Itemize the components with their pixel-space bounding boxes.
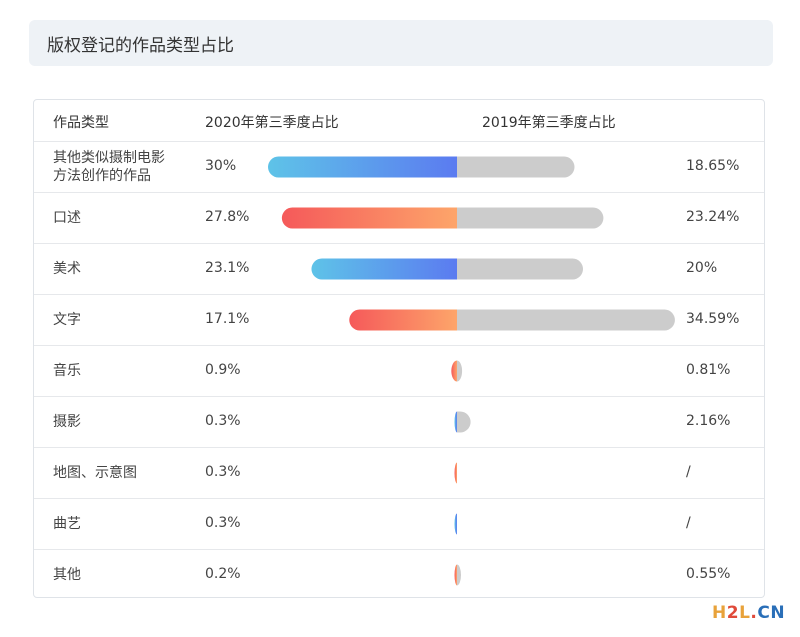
row-type-line1: 曲艺 (53, 516, 81, 532)
row-type: 美术 (53, 244, 193, 294)
bar-2020 (454, 513, 457, 535)
row-type-line1: 口述 (53, 210, 81, 226)
value-2019-label: 0.55% (686, 566, 731, 582)
row-type-line2: 方法创作的作品 (53, 168, 151, 184)
row-type-text: 曲艺 (53, 515, 81, 533)
bar-2019 (457, 564, 461, 586)
bar-2020 (454, 462, 457, 484)
value-2020-label: 27.8% (205, 209, 250, 225)
row-type-line1: 摄影 (53, 414, 81, 430)
type-share-table: 作品类型 2020年第三季度占比 2019年第三季度占比 其他类似摄制电影 方法创… (33, 99, 765, 598)
bar-2020 (451, 360, 457, 382)
table-row: 美术 23.1% 20% (34, 244, 764, 295)
row-type: 其他 (53, 550, 193, 600)
table-row: 其他 0.2% 0.55% (34, 550, 764, 601)
row-type-line1: 其他类似摄制电影 (53, 150, 165, 166)
row-type-line1: 音乐 (53, 363, 81, 379)
row-type-text: 摄影 (53, 413, 81, 431)
chart-title: 版权登记的作品类型占比 (29, 20, 773, 66)
value-2019-label: 34.59% (686, 311, 740, 327)
row-bar-chart (454, 564, 461, 586)
value-2019-label: 23.24% (686, 209, 740, 225)
header-type: 作品类型 (53, 115, 109, 131)
bar-2019 (457, 258, 583, 280)
row-type-line1: 其他 (53, 567, 81, 583)
watermark-dot: . (750, 603, 758, 623)
value-2020-label: 0.3% (205, 413, 241, 429)
row-type-text: 地图、示意图 (53, 464, 137, 482)
table-row: 口述 27.8% 23.24% (34, 193, 764, 244)
bar-2020 (454, 411, 457, 433)
value-2019-label: 2.16% (686, 413, 731, 429)
value-2020-label: 30% (205, 158, 237, 174)
row-type-text: 其他类似摄制电影 方法创作的作品 (53, 149, 165, 185)
row-type-text: 文字 (53, 311, 81, 329)
table-row: 地图、示意图 0.3% / (34, 448, 764, 499)
watermark-l: L (739, 603, 751, 623)
table-row: 其他类似摄制电影 方法创作的作品 30% 18.65% (34, 142, 764, 193)
value-2020-label: 0.3% (205, 515, 241, 531)
row-type-text: 美术 (53, 260, 81, 278)
row-type: 音乐 (53, 346, 193, 396)
bar-2019 (457, 360, 463, 382)
row-type-text: 口述 (53, 209, 81, 227)
table-row: 音乐 0.9% 0.81% (34, 346, 764, 397)
row-type: 其他类似摄制电影 方法创作的作品 (53, 142, 193, 192)
row-type: 文字 (53, 295, 193, 345)
header-2019: 2019年第三季度占比 (482, 115, 616, 131)
bar-2020 (454, 564, 457, 586)
row-type-text: 其他 (53, 566, 81, 584)
row-type: 摄影 (53, 397, 193, 447)
row-type-line1: 地图、示意图 (53, 465, 137, 481)
watermark-2: 2 (726, 603, 740, 623)
value-2019-label: 20% (686, 260, 718, 276)
bar-2019 (457, 411, 471, 433)
row-type: 口述 (53, 193, 193, 243)
row-bar-chart (281, 207, 604, 229)
bar-2020 (281, 207, 457, 229)
row-bar-chart (311, 258, 583, 280)
value-2020-label: 17.1% (205, 311, 250, 327)
row-bar-chart (454, 462, 457, 484)
bar-2020 (268, 156, 457, 178)
value-2019-label: 0.81% (686, 362, 731, 378)
bar-2019 (457, 309, 675, 331)
row-type-text: 音乐 (53, 362, 81, 380)
table-row: 摄影 0.3% 2.16% (34, 397, 764, 448)
bar-2020 (311, 258, 457, 280)
watermark-h: H (712, 603, 727, 623)
value-2020-label: 0.3% (205, 464, 241, 480)
table-row: 文字 17.1% 34.59% (34, 295, 764, 346)
row-type-line1: 美术 (53, 261, 81, 277)
row-bar-chart (454, 513, 457, 535)
header-2020: 2020年第三季度占比 (205, 115, 339, 131)
row-type: 地图、示意图 (53, 448, 193, 498)
table-row: 曲艺 0.3% / (34, 499, 764, 550)
row-bar-chart (451, 360, 463, 382)
value-2019-label: 18.65% (686, 158, 740, 174)
site-watermark-logo: H2L.CN (712, 603, 785, 623)
row-type-line1: 文字 (53, 312, 81, 328)
row-bar-chart (454, 411, 471, 433)
value-2020-label: 23.1% (205, 260, 250, 276)
value-2019-label: / (686, 464, 691, 480)
watermark-cn: CN (757, 603, 786, 623)
value-2019-label: / (686, 515, 691, 531)
table-header: 作品类型 2020年第三季度占比 2019年第三季度占比 (34, 100, 764, 142)
row-type: 曲艺 (53, 499, 193, 549)
bar-2020 (349, 309, 457, 331)
bar-2019 (457, 156, 575, 178)
value-2020-label: 0.9% (205, 362, 241, 378)
value-2020-label: 0.2% (205, 566, 241, 582)
row-bar-chart (349, 309, 675, 331)
bar-2019 (457, 207, 604, 229)
row-bar-chart (268, 156, 575, 178)
